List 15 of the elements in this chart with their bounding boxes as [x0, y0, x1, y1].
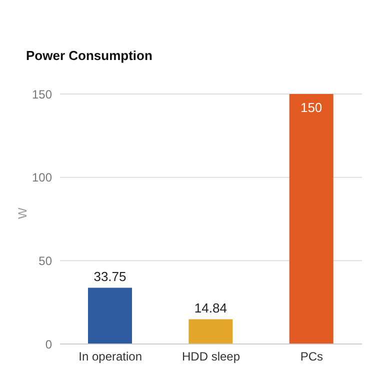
- data-label: 14.84: [194, 300, 227, 316]
- chart-title: Power Consumption: [25, 47, 154, 65]
- y-tick-label: 150: [32, 87, 52, 102]
- data-label: 33.75: [94, 268, 126, 284]
- bar: [188, 319, 233, 344]
- x-tick-label: HDD sleep: [182, 350, 240, 364]
- y-axis-title: W: [15, 207, 30, 219]
- y-tick-label: 0: [45, 337, 52, 352]
- bar: [289, 94, 334, 344]
- bar: [88, 288, 132, 344]
- x-tick-label: PCs: [300, 350, 324, 364]
- x-tick-label: In operation: [78, 350, 142, 364]
- y-tick-label: 100: [32, 170, 52, 185]
- y-tick-label: 50: [38, 254, 52, 268]
- data-label: 150: [300, 100, 322, 115]
